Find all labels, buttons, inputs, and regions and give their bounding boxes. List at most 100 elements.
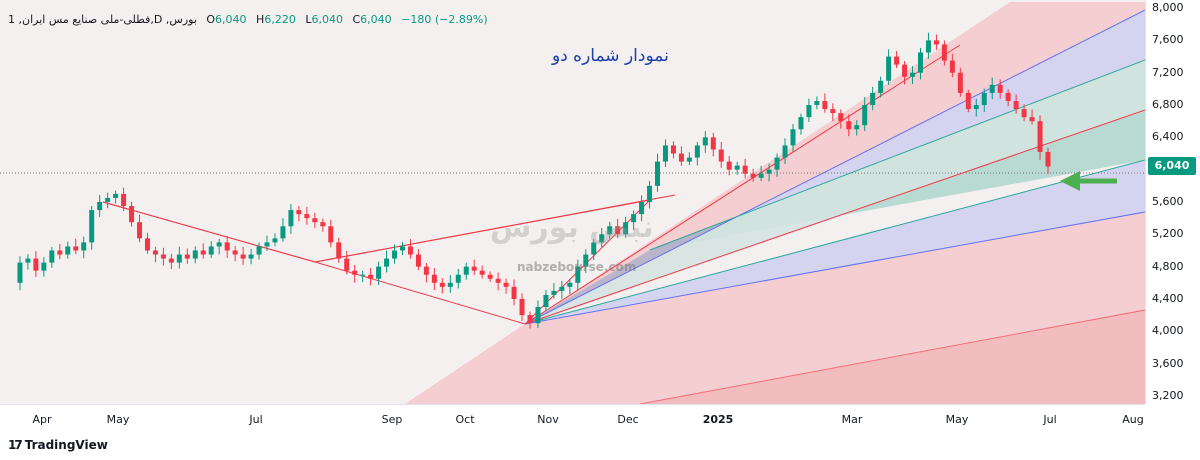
candle-body (439, 282, 445, 287)
candle-body (423, 266, 429, 275)
candle-body (192, 250, 198, 259)
candle-body (870, 92, 876, 106)
candle-body (655, 161, 661, 186)
candle-body (447, 282, 453, 287)
candle-body (854, 125, 860, 130)
price-tick-label: 6,400 (1152, 130, 1184, 144)
candle-body (248, 254, 254, 259)
pitchfork-handle-line (524, 44, 961, 325)
candle-body (511, 286, 517, 299)
candle-body (1005, 92, 1011, 101)
candle-body (766, 169, 772, 174)
chart-area[interactable]: 1 ,فطلی-ملی صنایع مس ایران,D ,بورس O6,04… (0, 0, 1145, 404)
price-tick-label: 3,200 (1152, 388, 1184, 402)
candle-body (376, 266, 382, 279)
candle-body (352, 270, 358, 275)
candle-body (1045, 151, 1051, 167)
candle-body (208, 246, 214, 255)
candle-body (535, 307, 541, 324)
candle-body (894, 56, 900, 65)
candle-body (168, 258, 174, 263)
candle-body (910, 72, 916, 77)
candle-body (296, 210, 302, 215)
candle-body (471, 266, 477, 271)
candle-body (415, 254, 421, 267)
candle-body (73, 246, 79, 251)
candle-body (360, 274, 366, 276)
candle-body (806, 105, 812, 118)
candle-body (798, 117, 804, 130)
price-axis[interactable]: 3,2003,6004,0004,4004,8005,2005,6006,000… (1145, 0, 1200, 404)
time-tick-label: Oct (455, 413, 475, 426)
candle-body (933, 40, 939, 45)
candle-body (328, 226, 334, 243)
candle-body (686, 157, 692, 162)
candle-body (455, 274, 461, 283)
candle-body (344, 258, 350, 271)
candle-body (320, 222, 326, 227)
candle-body (814, 101, 820, 106)
candle-body (368, 274, 374, 279)
candle-body (551, 290, 557, 295)
time-axis[interactable]: Apr May Jul Sep Oct Nov Dec 2025 Mar May Jul Aug (0, 404, 1145, 431)
symbol-legend[interactable]: 1 ,فطلی-ملی صنایع مس ایران,D ,بورس O6,04… (8, 13, 488, 26)
candle-body (137, 222, 143, 239)
candle-body (479, 270, 485, 275)
candle-body (1013, 101, 1019, 110)
close-label: C (352, 13, 361, 26)
green-arrow-annotation[interactable] (1060, 171, 1117, 191)
pitchfork-lower-mid-line (524, 159, 1145, 325)
candle-body (431, 274, 437, 283)
candle-body (878, 80, 884, 93)
candle-body (591, 242, 597, 255)
symbol-name[interactable]: 1 ,فطلی-ملی صنایع مس ایران,D ,بورس (8, 13, 197, 26)
candle-body (647, 185, 653, 202)
tradingview-logo-text: TradingView (24, 438, 108, 452)
candle-body (774, 157, 780, 170)
pitchfork-lower-line (524, 211, 1145, 325)
candle-body (734, 165, 740, 170)
candle-body (822, 101, 828, 110)
candle-body (543, 294, 549, 308)
candle-body (240, 254, 246, 259)
chart-annotation-text[interactable]: نمودار شماره دو (552, 46, 669, 66)
candle-body (264, 242, 270, 247)
candle-body (567, 282, 573, 287)
candle-body (216, 242, 222, 247)
candle-body (957, 72, 963, 93)
price-tick-label: 4,000 (1152, 324, 1184, 338)
candle-body (288, 210, 294, 227)
triangle-pattern-1-edge (102, 201, 316, 263)
candle-body (105, 197, 111, 202)
candle-body (710, 137, 716, 150)
candle-body (997, 84, 1003, 93)
candle-body (631, 214, 637, 223)
candle-body (1037, 121, 1043, 152)
time-tick-label: May (945, 413, 969, 426)
candle-body (639, 202, 645, 215)
price-tick-label: 8,000 (1152, 1, 1184, 15)
candle-body (965, 92, 971, 110)
candle-body (487, 274, 493, 279)
time-tick-label: Jul (1043, 413, 1057, 426)
time-tick-label: Apr (32, 413, 52, 426)
price-tick-label: 5,600 (1152, 195, 1184, 208)
tradingview-logo[interactable]: 17 TradingView (8, 438, 108, 452)
candle-body (519, 298, 525, 316)
candle-body (694, 145, 700, 158)
candle-body (256, 246, 262, 255)
pitchfork-drawing[interactable] (405, 0, 1145, 404)
chart-canvas[interactable] (0, 0, 1145, 404)
candle-body (782, 145, 788, 158)
candle-body (25, 258, 31, 263)
candle-body (336, 242, 342, 259)
candle-body (583, 254, 589, 267)
candle-body (718, 149, 724, 162)
candle-body (846, 121, 852, 130)
candle-body (758, 173, 764, 178)
low-label: L (305, 13, 312, 26)
candle-body (830, 109, 836, 114)
candle-body (200, 250, 206, 255)
candle-body (304, 214, 310, 219)
candle-body (917, 52, 923, 73)
